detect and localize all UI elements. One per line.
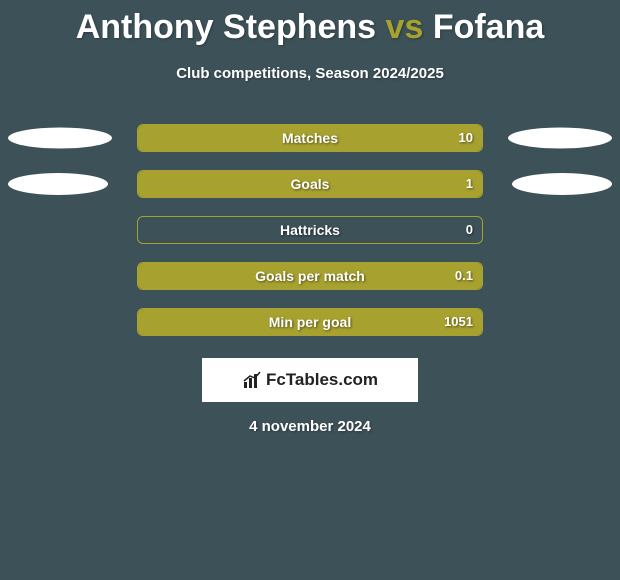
bar-track [137,170,483,198]
player1-name: Anthony Stephens [76,8,376,46]
bar-fill [138,171,482,197]
bar-fill [138,309,482,335]
comparison-title: Anthony Stephens vs Fofana [0,0,620,47]
bar-track [137,124,483,152]
stat-row: Hattricks 0 [0,216,620,244]
stat-row: Min per goal 1051 [0,308,620,336]
stat-row: Matches 10 [0,124,620,152]
left-oval [8,128,112,149]
left-oval [8,173,108,195]
logo: FcTables.com [242,370,378,390]
vs-text: vs [386,8,424,46]
right-oval [512,173,612,195]
bar-track [137,262,483,290]
bar-fill [138,263,482,289]
bar-track [137,216,483,244]
stat-row: Goals 1 [0,170,620,198]
right-oval [508,128,612,149]
chart-icon [242,371,262,389]
logo-text: FcTables.com [266,370,378,390]
subtitle: Club competitions, Season 2024/2025 [0,65,620,82]
stat-row: Goals per match 0.1 [0,262,620,290]
logo-box[interactable]: FcTables.com [202,358,418,402]
stats-rows: Matches 10 Goals 1 Hattricks 0 Goals per… [0,124,620,336]
bar-fill [138,125,482,151]
date: 4 november 2024 [0,418,620,435]
player2-name: Fofana [433,8,544,46]
bar-track [137,308,483,336]
